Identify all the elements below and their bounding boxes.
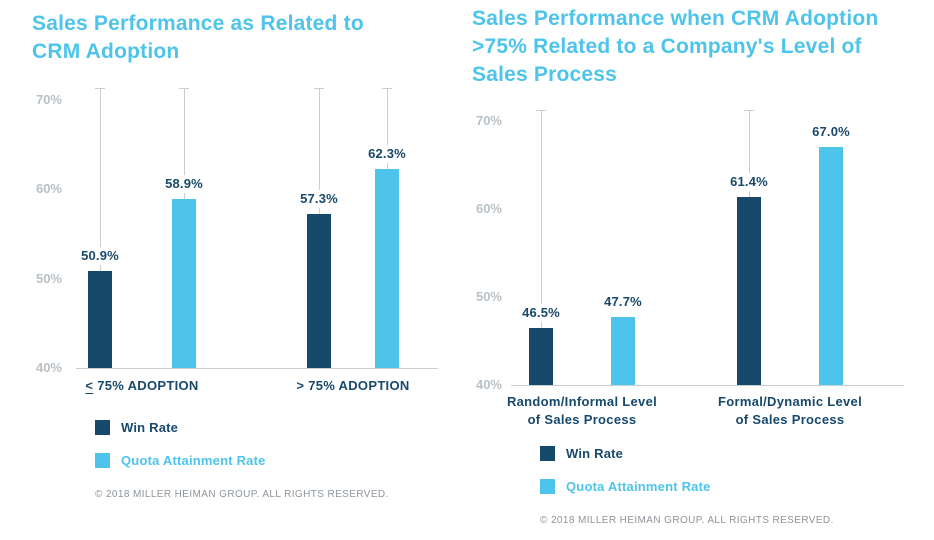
bar-win-rate <box>737 196 761 385</box>
error-whisker <box>184 88 185 200</box>
plot-area: 70% 60% 50% 40% 50.9% 57.3% 58.9% 62.3% < 75% AD… <box>27 88 468 395</box>
bar-value-label: 57.3% <box>287 189 351 208</box>
error-whisker-cap <box>744 109 754 111</box>
y-axis-tick-label: 50% <box>35 270 62 286</box>
bar-value-label: 61.4% <box>717 172 781 191</box>
error-whisker-cap <box>179 88 189 90</box>
chart-title: Sales Performance when CRM Adoption >75%… <box>472 5 932 89</box>
category-label-line: of Sales Process <box>527 412 637 427</box>
legend-item-quota-attainment: Quota Attainment Rate <box>95 453 266 468</box>
y-axis-tick-label: 70% <box>35 92 62 108</box>
chart-title-line: Sales Process <box>472 63 618 86</box>
legend: Win Rate Quota Attainment Rate <box>540 446 711 512</box>
chart-sales-process: Sales Performance when CRM Adoption >75%… <box>467 0 934 540</box>
legend-item-win-rate: Win Rate <box>540 446 711 461</box>
bar-win-rate <box>307 213 331 368</box>
category-label-line: of Sales Process <box>735 412 845 427</box>
y-axis-tick-label: 60% <box>35 181 62 197</box>
category-label-line: Formal/Dynamic Level <box>718 394 862 409</box>
legend-swatch-win-rate <box>95 420 110 435</box>
bar-quota-attainment-rate <box>819 147 843 385</box>
bar-win-rate <box>88 270 112 368</box>
error-whisker-cap <box>95 88 105 90</box>
bar-quota-attainment-rate <box>611 317 635 385</box>
category-label: > 75% ADOPTION <box>238 377 468 395</box>
legend-swatch-win-rate <box>540 446 555 461</box>
error-whisker <box>100 88 101 271</box>
error-whisker <box>319 88 320 214</box>
legend: Win Rate Quota Attainment Rate <box>95 420 266 486</box>
bar-win-rate <box>529 327 553 385</box>
copyright-footer: © 2018 MILLER HEIMAN GROUP. ALL RIGHTS R… <box>540 515 834 526</box>
chart-title-line: >75% Related to a Company's Level of <box>472 35 862 58</box>
legend-label-quota-attainment: Quota Attainment Rate <box>566 479 711 494</box>
legend-label-win-rate: Win Rate <box>121 420 179 435</box>
copyright-footer: © 2018 MILLER HEIMAN GROUP. ALL RIGHTS R… <box>95 489 389 500</box>
legend-swatch-quota-attainment <box>540 479 555 494</box>
category-label-line: > 75% ADOPTION <box>296 378 410 393</box>
error-whisker-cap <box>536 109 546 111</box>
bar-quota-attainment-rate <box>375 168 399 368</box>
legend-label-quota-attainment: Quota Attainment Rate <box>121 453 266 468</box>
chart-title-line: Sales Performance as Related to <box>32 12 364 35</box>
chart-title: Sales Performance as Related to CRM Adop… <box>32 10 460 66</box>
underlined-lt-sign: < <box>85 378 94 393</box>
error-whisker-cap <box>314 88 324 90</box>
chart-title-line: Sales Performance when CRM Adoption <box>472 7 879 30</box>
x-axis-line <box>76 368 438 369</box>
chart-crm-adoption: Sales Performance as Related to CRM Adop… <box>27 10 468 500</box>
bar-value-label: 58.9% <box>152 175 216 194</box>
y-axis-tick-label: 40% <box>475 377 502 392</box>
bar-value-label: 50.9% <box>68 246 132 265</box>
category-label-text: 75% ADOPTION <box>93 378 199 393</box>
category-label-line: Random/Informal Level <box>506 394 658 409</box>
x-axis-line <box>511 385 904 386</box>
bar-value-label: 62.3% <box>355 144 419 163</box>
y-axis-tick-label: 70% <box>475 113 502 128</box>
error-whisker <box>387 88 388 169</box>
error-whisker <box>749 109 750 197</box>
plot-area: 70% 60% 50% 40% 46.5% 61.4% 47.7% 67.0% Random/I… <box>467 0 934 540</box>
category-label: < 75% ADOPTION <box>27 377 257 395</box>
y-axis-tick-label: 50% <box>475 289 502 304</box>
bar-value-label: 47.7% <box>591 293 655 312</box>
bar-quota-attainment-rate <box>172 199 196 368</box>
chart-title-line: CRM Adoption <box>32 40 180 63</box>
bar-value-label: 46.5% <box>509 303 573 322</box>
legend-label-win-rate: Win Rate <box>566 446 624 461</box>
error-whisker-cap <box>382 88 392 90</box>
bar-value-label: 67.0% <box>799 123 863 142</box>
error-whisker <box>541 109 542 328</box>
y-axis-tick-label: 40% <box>35 360 62 375</box>
category-label: Random/Informal Level of Sales Process <box>467 393 697 429</box>
legend-swatch-quota-attainment <box>95 453 110 468</box>
legend-item-quota-attainment: Quota Attainment Rate <box>540 479 711 494</box>
category-label: Formal/Dynamic Level of Sales Process <box>675 393 905 429</box>
legend-item-win-rate: Win Rate <box>95 420 266 435</box>
y-axis-tick-label: 60% <box>475 201 502 216</box>
category-label-line: < 75% ADOPTION <box>27 377 257 395</box>
